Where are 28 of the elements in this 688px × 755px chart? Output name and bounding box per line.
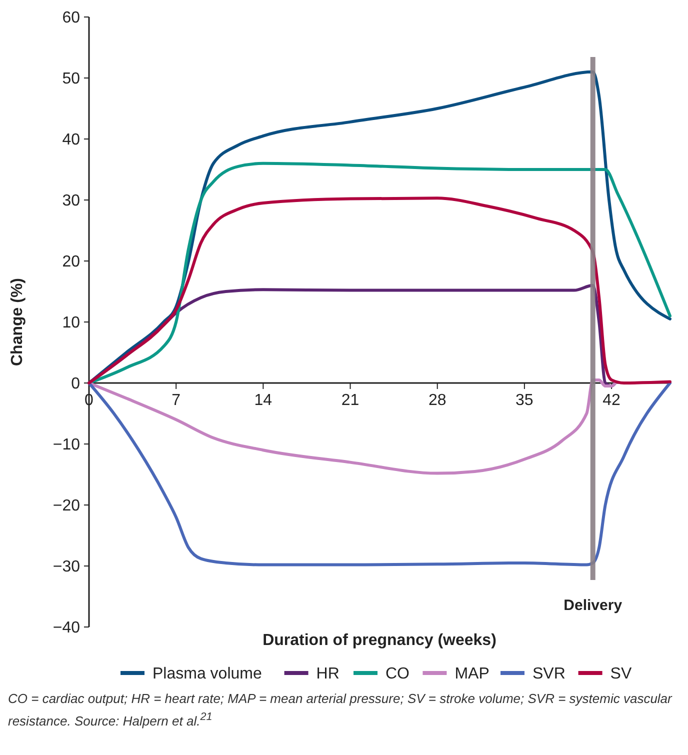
y-tick-label: −20 <box>52 498 80 515</box>
y-tick-label: 40 <box>62 132 80 149</box>
legend-label: SVR <box>532 666 566 683</box>
x-tick-label: 28 <box>428 392 446 409</box>
ref-line-label: Delivery <box>564 597 623 614</box>
legend-label: MAP <box>454 666 490 683</box>
x-tick-label: 21 <box>341 392 360 409</box>
legend-label: HR <box>316 666 340 683</box>
x-axis-title: Duration of pregnancy (weeks) <box>262 632 496 649</box>
legend-label: CO <box>386 666 410 683</box>
x-tick-label: 42 <box>602 392 621 409</box>
text: CO = cardiac output; HR = heart rate; MAP = mean arterial pressure; SV = stroke volume; SVR = systemic vascular resistance. Source: Halpern et al.$^{21}$ <box>8 690 674 730</box>
line-series <box>88 196 672 384</box>
y-tick-label: 20 <box>62 254 80 271</box>
y-tick-label: 10 <box>62 314 80 332</box>
legend-label: Plasma volume <box>152 666 262 683</box>
y-tick-label: 50 <box>62 70 80 88</box>
y-tick-label: 0 <box>71 376 80 393</box>
y-axis-title: Change (%) <box>9 278 26 366</box>
x-tick-label: 14 <box>254 392 272 409</box>
y-tick-label: −10 <box>52 436 80 454</box>
y-tick-label: 60 <box>62 10 80 27</box>
x-tick-label: 7 <box>172 392 181 409</box>
y-tick-label: −30 <box>52 558 80 576</box>
x-tick-label: 35 <box>516 392 534 409</box>
legend-label: SV <box>610 666 632 683</box>
y-tick-label: −40 <box>52 620 80 637</box>
y-tick-label: 30 <box>62 192 80 210</box>
